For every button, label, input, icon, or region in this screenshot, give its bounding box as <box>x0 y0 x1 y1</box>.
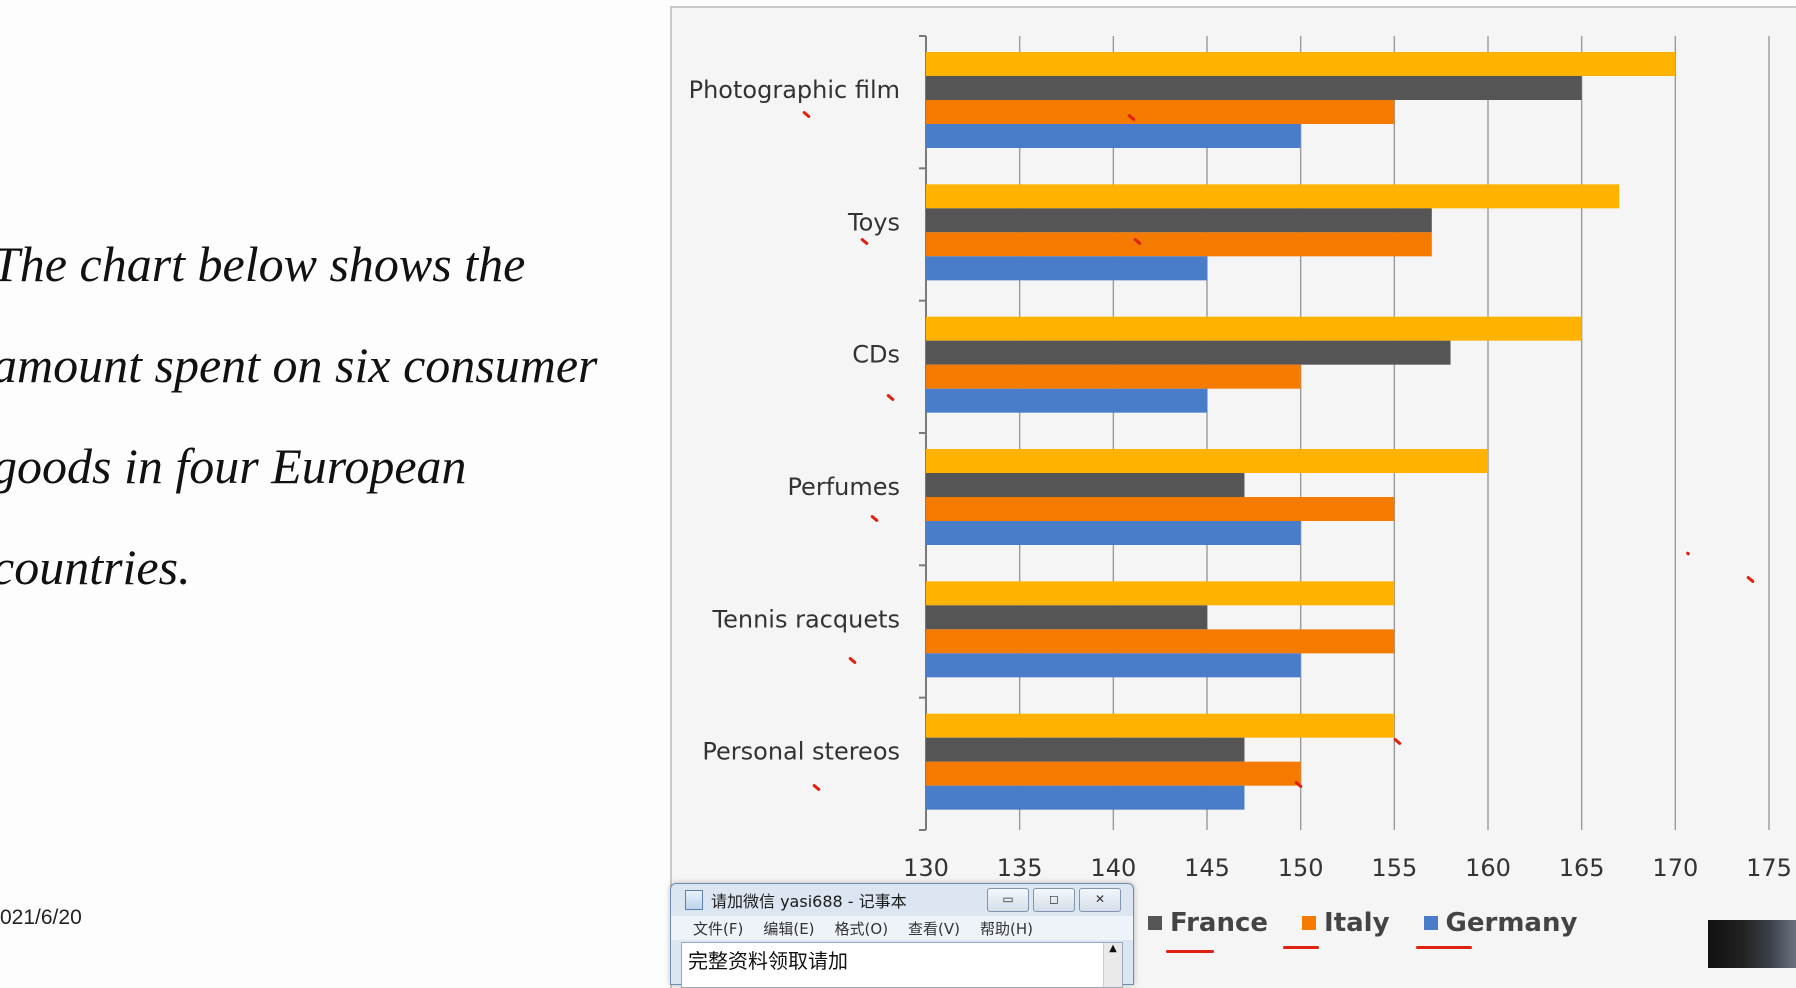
chart-legend: France Italy Germany <box>1148 908 1577 938</box>
bar <box>926 761 1301 786</box>
video-thumbnail <box>1708 920 1796 968</box>
x-tick-label: 140 <box>1090 854 1136 882</box>
legend-label-germany: Germany <box>1445 908 1578 938</box>
prompt-line-2: amount spent on six consumer <box>0 337 598 393</box>
notepad-titlebar[interactable]: 请加微信 yasi688 - 记事本 ▭ ◻ ✕ <box>671 884 1133 916</box>
bar <box>926 316 1582 341</box>
bar <box>926 76 1582 100</box>
bar <box>926 124 1301 148</box>
legend-item-germany: Germany <box>1423 908 1578 938</box>
x-tick-label: 175 <box>1746 854 1792 882</box>
legend-swatch-france <box>1148 916 1162 930</box>
close-icon: ✕ <box>1094 892 1106 906</box>
bar <box>926 473 1245 497</box>
menu-format[interactable]: 格式(O) <box>834 919 889 938</box>
bar <box>926 581 1395 606</box>
bar <box>926 364 1301 389</box>
menu-view[interactable]: 查看(V) <box>908 919 961 938</box>
bar <box>926 184 1620 209</box>
prompt-line-3: goods in four European <box>0 438 467 494</box>
window-controls: ▭ ◻ ✕ <box>987 888 1121 912</box>
prompt-line-1: The chart below shows the <box>0 236 526 292</box>
notepad-text: 完整资料领取请加 <box>688 949 848 973</box>
bar <box>926 785 1245 810</box>
minimize-button[interactable]: ▭ <box>987 888 1029 912</box>
bar <box>926 232 1432 257</box>
bar <box>926 388 1207 413</box>
category-label: Photographic film <box>689 76 900 104</box>
prompt-line-4: countries. <box>0 539 191 595</box>
pen-underline-france <box>1166 950 1214 953</box>
x-tick-label: 135 <box>997 854 1043 882</box>
legend-swatch-italy <box>1302 916 1317 930</box>
category-label: CDs <box>852 341 900 369</box>
category-label: Tennis racquets <box>712 605 900 633</box>
category-label: Perfumes <box>787 473 900 501</box>
x-tick-label: 170 <box>1652 854 1698 882</box>
minimize-icon: ▭ <box>1002 892 1014 906</box>
pen-underline-italy <box>1283 946 1319 949</box>
pen-underline-germany <box>1416 946 1472 949</box>
x-tick-label: 130 <box>903 854 949 882</box>
menu-file[interactable]: 文件(F) <box>693 919 744 938</box>
bar <box>926 340 1451 365</box>
menu-help[interactable]: 帮助(H) <box>980 919 1033 938</box>
notepad-window[interactable]: 请加微信 yasi688 - 记事本 ▭ ◻ ✕ 文件(F) 编辑(E) 格式(… <box>670 883 1134 988</box>
bar <box>926 653 1301 678</box>
maximize-icon: ◻ <box>1049 892 1059 906</box>
slide-prompt-text: The chart below shows the amount spent o… <box>0 214 632 618</box>
maximize-button[interactable]: ◻ <box>1033 888 1075 912</box>
x-tick-label: 160 <box>1465 854 1511 882</box>
bar <box>926 497 1395 521</box>
bar <box>926 449 1488 473</box>
bar <box>926 100 1395 124</box>
x-tick-label: 145 <box>1184 854 1230 882</box>
legend-item-italy: Italy <box>1302 908 1390 938</box>
category-label: Personal stereos <box>702 738 900 766</box>
x-tick-label: 155 <box>1371 854 1417 882</box>
bar <box>926 208 1432 233</box>
slide-date: 021/6/20 <box>0 906 82 929</box>
legend-swatch-germany <box>1423 916 1438 930</box>
legend-item-france: France <box>1148 908 1268 938</box>
legend-label-france: France <box>1170 908 1269 938</box>
bar <box>926 52 1676 76</box>
bar-chart: 130 135 140 145 150 155 160 165 170 175 Photograph… <box>689 35 1792 882</box>
menu-edit[interactable]: 编辑(E) <box>763 919 815 938</box>
bar <box>926 737 1245 762</box>
x-tick-label: 150 <box>1278 854 1324 882</box>
notepad-app-icon <box>685 890 703 910</box>
x-tick-label: 165 <box>1559 854 1605 882</box>
bar <box>926 521 1301 545</box>
notepad-title: 请加微信 yasi688 - 记事本 <box>711 892 907 911</box>
category-label: Toys <box>847 208 900 236</box>
legend-label-italy: Italy <box>1324 908 1390 938</box>
notepad-scrollbar[interactable]: ▲ <box>1103 943 1122 987</box>
bar <box>926 256 1207 281</box>
close-button[interactable]: ✕ <box>1079 888 1121 912</box>
notepad-text-area[interactable]: 完整资料领取请加 ▲ <box>681 942 1123 988</box>
bar <box>926 629 1395 654</box>
bar <box>926 605 1207 630</box>
notepad-menubar: 文件(F) 编辑(E) 格式(O) 查看(V) 帮助(H) <box>671 916 1133 940</box>
bar <box>926 713 1395 738</box>
